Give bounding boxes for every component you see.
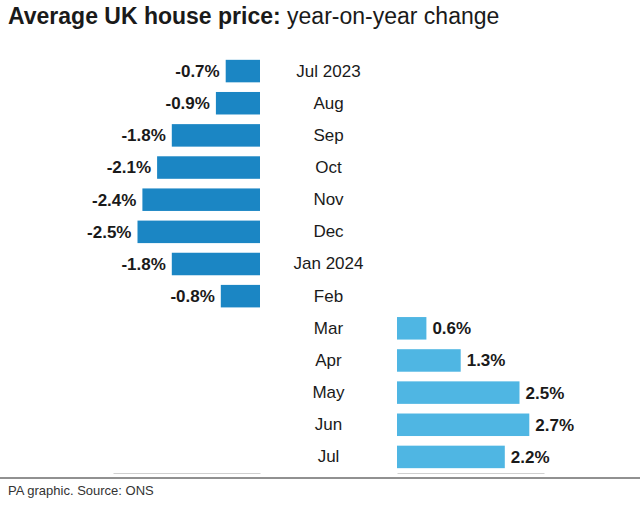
bar [397, 349, 461, 372]
tick: Jul [318, 447, 340, 466]
category-label: Dec [313, 222, 344, 241]
tick: Jun [315, 415, 342, 434]
data-label: -2.1% [107, 158, 151, 177]
bar [397, 381, 520, 404]
value-axis-line [114, 473, 261, 474]
chart: Average UK house price: year-on-year cha… [0, 0, 640, 506]
data-label: 2.5% [526, 384, 565, 403]
data-label: 2.7% [535, 416, 574, 435]
category-label: Nov [313, 190, 344, 209]
bars [138, 60, 530, 468]
category-label: Aug [313, 94, 343, 113]
bar [397, 414, 529, 437]
bar [172, 124, 260, 147]
tick: Sep [313, 126, 343, 145]
category-label: Sep [313, 126, 343, 145]
category-label: Jun [315, 415, 342, 434]
bar [216, 92, 260, 115]
bar [157, 156, 260, 179]
category-label: Oct [315, 158, 342, 177]
tick: Nov [313, 190, 344, 209]
bar [221, 285, 260, 308]
bar [397, 317, 426, 340]
category-label: Feb [314, 287, 343, 306]
tick: Feb [314, 287, 343, 306]
data-label: -0.7% [175, 62, 219, 81]
data-label: -0.9% [165, 94, 209, 113]
bar [142, 188, 260, 211]
category-label: Jul 2023 [296, 62, 360, 81]
value-axis-positive [398, 473, 545, 474]
bar [226, 60, 260, 83]
title: Average UK house price: year-on-year cha… [8, 3, 499, 29]
data-label: 0.6% [432, 319, 471, 338]
data-label: -2.5% [87, 223, 131, 242]
category-label: Jan 2024 [294, 254, 364, 273]
category-label: Jul [318, 447, 340, 466]
bar [138, 221, 261, 244]
data-label: -1.8% [121, 126, 165, 145]
data-label: -0.8% [170, 287, 214, 306]
tick: Jul 2023 [296, 62, 360, 81]
value-axis-line [398, 473, 545, 474]
tick: Oct [315, 158, 342, 177]
tick: Apr [315, 351, 342, 370]
bar [172, 253, 260, 276]
data-label: -1.8% [121, 255, 165, 274]
data-label: 2.2% [511, 448, 550, 467]
tick: Aug [313, 94, 343, 113]
data-labels: -0.7%-0.9%-1.8%-2.1%-2.4%-2.5%-1.8%-0.8%… [87, 62, 574, 467]
bar [397, 446, 505, 469]
category-label: Apr [315, 351, 342, 370]
data-label: 1.3% [467, 351, 506, 370]
category-label: Mar [314, 319, 344, 338]
tick: Dec [313, 222, 344, 241]
tick: Mar [314, 319, 344, 338]
caption: PA graphic. Source: ONS [8, 483, 154, 498]
footer-rule [0, 478, 640, 479]
category-label: May [312, 383, 345, 402]
tick: May [312, 383, 345, 402]
category-axis: Jul 2023 Aug Sep Oct Nov Dec Jan 2024 Feb Mar Apr… [294, 62, 364, 467]
value-axis-negative [114, 473, 261, 474]
tick: Jan 2024 [294, 254, 364, 273]
data-label: -2.4% [92, 191, 136, 210]
